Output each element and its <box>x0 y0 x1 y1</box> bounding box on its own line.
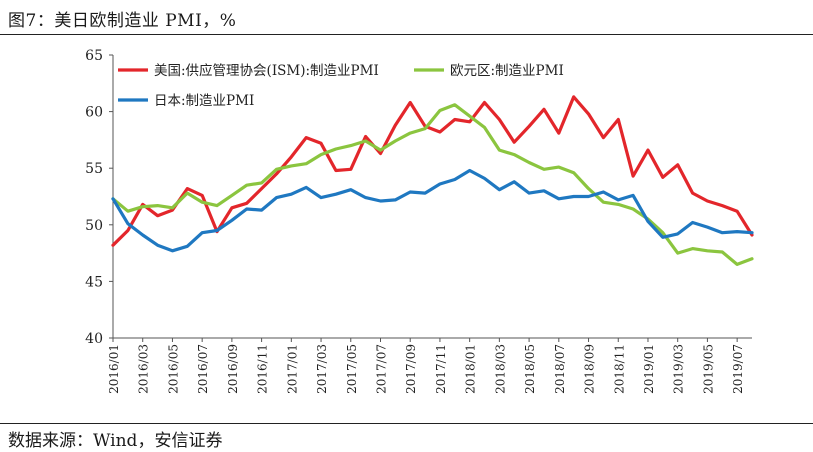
x-tick-label: 2018/01 <box>464 344 478 394</box>
x-tick-label: 2019/03 <box>672 344 686 394</box>
x-tick-label: 2017/01 <box>285 344 299 394</box>
y-tick-label: 60 <box>85 105 103 121</box>
x-tick-label: 2016/01 <box>107 344 121 394</box>
chart-axes: 40 45 50 55 60 65 2016/01 2016/03 2016/05 2016/07… <box>85 48 752 394</box>
x-tick-label: 2016/05 <box>166 344 180 394</box>
y-tick-label: 55 <box>85 161 103 177</box>
y-tick-label: 40 <box>85 331 103 347</box>
x-tick-label: 2017/09 <box>404 344 418 394</box>
x-tick-label: 2019/01 <box>642 344 656 394</box>
x-tick-label: 2017/07 <box>374 344 388 394</box>
x-tick-label: 2018/09 <box>583 344 597 394</box>
y-tick-label: 45 <box>85 274 103 290</box>
legend-label: 欧元区:制造业PMI <box>450 63 564 79</box>
chart-legend: 美国:供应管理协会(ISM):制造业PMI 欧元区:制造业PMI 日本:制造业PMI <box>118 62 564 109</box>
x-tick-label: 2016/03 <box>137 344 151 394</box>
x-tick-label: 2018/11 <box>612 344 626 394</box>
x-tick-label: 2017/11 <box>434 344 448 394</box>
x-tick-label: 2018/05 <box>523 344 537 394</box>
x-tick-label: 2018/07 <box>553 344 567 394</box>
x-tick-label: 2016/09 <box>226 344 240 394</box>
x-tick-label: 2017/05 <box>345 344 359 394</box>
source-note: 数据来源：Wind，安信证券 <box>8 431 223 451</box>
x-tick-label: 2016/11 <box>256 344 270 394</box>
legend-label: 日本:制造业PMI <box>154 93 254 109</box>
chart-title: 图7：美日欧制造业 PMI，% <box>8 11 237 31</box>
x-tick-label: 2016/07 <box>196 344 210 394</box>
x-tick-label: 2019/05 <box>701 344 715 394</box>
y-tick-label: 50 <box>85 218 103 234</box>
legend-label: 美国:供应管理协会(ISM):制造业PMI <box>154 62 379 79</box>
y-tick-label: 65 <box>85 48 103 64</box>
chart-series <box>111 95 754 266</box>
top-rule <box>0 34 813 35</box>
bottom-rule <box>0 423 813 424</box>
x-tick-label: 2017/03 <box>315 344 329 394</box>
series-line-jp <box>111 168 754 253</box>
x-tick-label: 2019/07 <box>731 344 745 394</box>
x-tick-label: 2018/03 <box>493 344 507 394</box>
